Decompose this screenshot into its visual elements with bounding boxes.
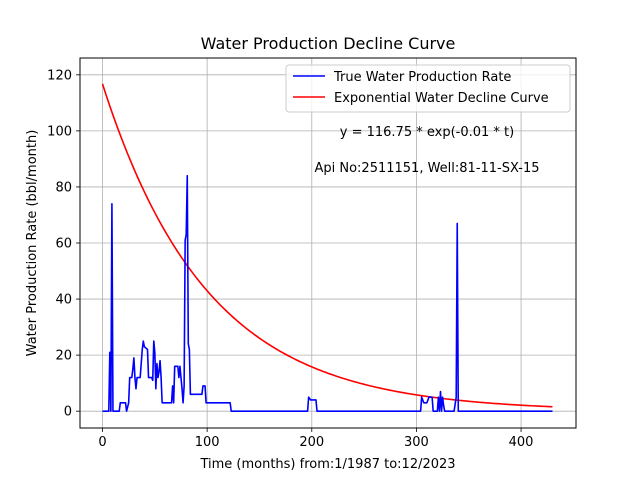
legend-label-true-rate: True Water Production Rate: [333, 70, 511, 85]
y-tick-label: 0: [64, 405, 72, 420]
x-tick-label: 300: [404, 435, 429, 450]
legend: True Water Production Rate Exponential W…: [285, 64, 571, 113]
y-tick-label: 60: [55, 237, 72, 252]
equation-annotation: y = 116.75 * exp(-0.01 * t): [340, 125, 514, 140]
y-tick-label: 20: [55, 349, 72, 364]
series-line-decline-curve: [101, 83, 553, 408]
y-tick-label: 120: [47, 68, 72, 83]
series-layer: [101, 83, 553, 412]
well-annotation: Api No:2511151, Well:81-11-SX-15: [314, 161, 539, 176]
x-axis-title: Time (months) from:1/1987 to:12/2023: [199, 457, 455, 472]
legend-label-decline-curve: Exponential Water Decline Curve: [334, 91, 549, 106]
y-tick-label: 100: [47, 124, 72, 139]
x-tick-label: 200: [299, 435, 324, 450]
chart-title: Water Production Decline Curve: [201, 34, 456, 53]
y-axis-title: Water Production Rate (bbl/month): [25, 130, 40, 357]
grid: [80, 58, 576, 428]
legend-box: [285, 64, 571, 113]
axis-ticks: 0 100 200 300 400 0 20 40 60 80 100 120: [47, 68, 533, 450]
y-tick-label: 80: [55, 180, 72, 195]
x-tick-label: 400: [509, 435, 534, 450]
x-tick-label: 100: [195, 435, 220, 450]
y-tick-label: 40: [55, 293, 72, 308]
x-tick-label: 0: [98, 435, 106, 450]
series-line-true-rate: [102, 174, 553, 412]
